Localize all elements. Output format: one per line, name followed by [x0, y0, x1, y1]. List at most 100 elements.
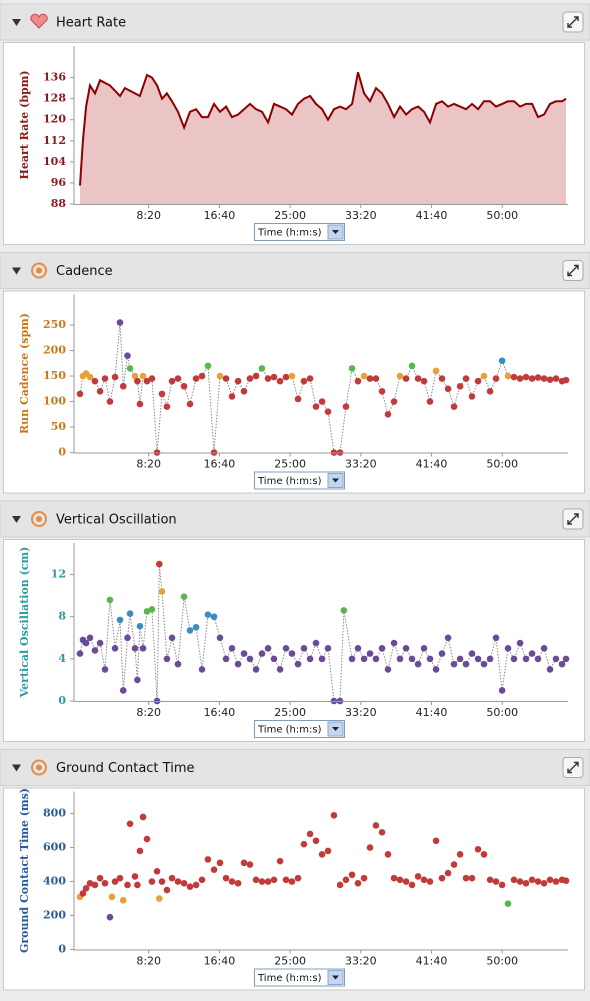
point — [468, 874, 476, 882]
panel: Vertical Oscillation 0 4 8 12 8:20 16:40 25:00 3… — [0, 500, 590, 742]
y-axis-label: Vertical Oscillation (cm) — [18, 547, 31, 699]
point — [528, 650, 536, 657]
dropdown-arrow — [332, 478, 339, 483]
point — [116, 319, 124, 326]
collapse-toggle[interactable] — [12, 764, 21, 772]
point — [76, 390, 84, 398]
point — [552, 878, 560, 885]
point — [414, 660, 422, 668]
point — [136, 400, 144, 408]
point — [306, 375, 314, 382]
runner-icon-dot — [36, 267, 42, 274]
point — [76, 650, 84, 657]
point — [306, 830, 314, 838]
point — [408, 655, 416, 663]
point — [312, 639, 320, 647]
collapse-toggle[interactable] — [12, 19, 21, 26]
point — [330, 811, 338, 819]
point — [378, 828, 386, 836]
x-tick-label: 33:20 — [345, 706, 377, 719]
point — [360, 372, 368, 380]
point — [456, 382, 464, 390]
y-tick-label: 104 — [43, 155, 66, 168]
panel-header — [0, 500, 590, 538]
point — [522, 655, 530, 663]
y-tick-label: 128 — [43, 92, 66, 105]
point — [124, 881, 131, 889]
point — [136, 847, 144, 855]
point — [540, 375, 548, 382]
point — [462, 375, 470, 382]
point — [390, 874, 398, 882]
dropdown-arrow — [332, 975, 339, 980]
point — [486, 388, 494, 395]
point — [258, 650, 266, 657]
point — [492, 375, 500, 382]
x-axis-label: Time (h:m:s) — [257, 476, 322, 487]
point — [340, 607, 348, 614]
point — [270, 876, 278, 884]
y-tick-label: 88 — [51, 197, 67, 210]
x-axis-dropdown[interactable] — [254, 968, 345, 987]
x-axis-dropdown[interactable] — [254, 223, 345, 241]
x-tick-label: 41:40 — [416, 955, 448, 968]
point — [414, 873, 422, 880]
point — [486, 655, 494, 663]
point — [366, 375, 374, 382]
point — [270, 373, 278, 381]
point — [264, 645, 272, 652]
point — [168, 634, 176, 642]
point — [510, 655, 518, 663]
point — [163, 403, 171, 410]
x-axis-label: Time (h:m:s) — [257, 973, 322, 984]
point — [282, 876, 290, 884]
point — [342, 876, 350, 884]
panel: Heart Rate 88 96 104 112 120 128 136 8:20 16:40 25… — [0, 3, 590, 245]
y-tick-label: 120 — [43, 113, 66, 126]
point — [148, 878, 156, 885]
point — [156, 895, 163, 902]
point — [372, 822, 380, 829]
point — [402, 645, 410, 652]
point — [252, 372, 260, 380]
point — [522, 373, 530, 381]
y-axis-label: Ground Contact Time (ms) — [18, 788, 31, 953]
point — [372, 375, 380, 382]
point — [216, 372, 224, 380]
y-tick-label: 100 — [43, 395, 66, 408]
point — [86, 634, 94, 642]
point — [156, 560, 163, 568]
point — [139, 645, 147, 652]
collapse-toggle[interactable] — [12, 516, 21, 523]
runner-icon-dot — [36, 516, 42, 522]
y-tick-label: 400 — [43, 875, 66, 888]
point — [126, 820, 134, 828]
point — [158, 878, 166, 885]
point — [480, 660, 488, 668]
x-axis-dropdown[interactable] — [254, 720, 345, 738]
point — [562, 877, 570, 884]
point — [300, 377, 308, 385]
point — [96, 874, 104, 882]
point — [216, 859, 224, 867]
point — [270, 655, 278, 663]
point — [408, 881, 416, 889]
point — [168, 874, 176, 882]
collapse-toggle[interactable] — [12, 267, 21, 275]
point — [158, 390, 166, 398]
point — [462, 660, 470, 668]
x-tick-label: 25:00 — [274, 706, 306, 719]
point — [126, 365, 134, 372]
point — [180, 593, 188, 601]
point — [534, 374, 542, 381]
point — [131, 873, 139, 880]
point — [288, 372, 296, 380]
point — [492, 878, 500, 885]
x-tick-label: 8:20 — [136, 706, 161, 719]
runner-icon — [31, 759, 47, 776]
point — [186, 627, 194, 634]
x-axis-label: Time (h:m:s) — [257, 228, 322, 239]
point — [91, 647, 99, 654]
runner-icon-dot — [36, 764, 42, 771]
x-axis-dropdown[interactable] — [254, 471, 345, 490]
